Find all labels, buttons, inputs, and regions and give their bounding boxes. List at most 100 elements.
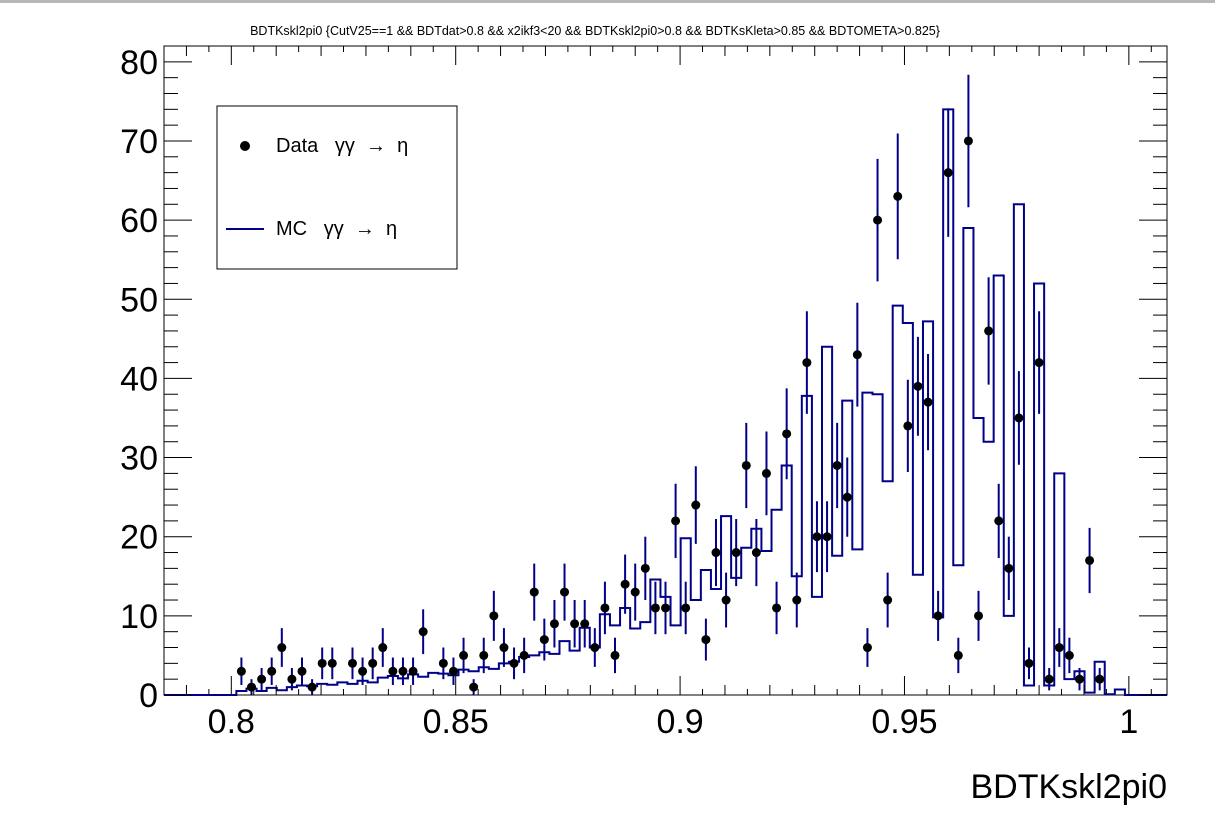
data-marker [903,421,913,431]
data-marker [802,358,812,368]
data-point [832,422,842,509]
data-point [570,600,580,648]
data-marker [691,500,701,510]
data-point [782,388,792,480]
data-point [873,158,883,282]
data-point [620,554,630,614]
data-marker [953,650,963,660]
data-point [257,667,267,691]
data-point [267,657,277,685]
data-point [701,618,711,661]
data-point [509,647,519,680]
data-point [671,483,681,559]
data-point [681,581,691,635]
mc-histogram-line [164,108,1167,696]
data-point [358,657,368,685]
data-point [539,618,549,661]
data-point [499,628,509,667]
data-point [277,628,287,667]
data-point [953,637,963,674]
data-marker [1085,555,1095,565]
legend: Data γγ → η MC γγ → η [216,105,458,270]
data-marker [782,429,792,439]
data-point [327,647,337,680]
data-marker [984,326,994,336]
data-marker [489,611,499,621]
data-marker [792,595,802,605]
y-tick-label: 30 [120,440,158,478]
data-point [459,637,469,674]
data-marker [721,595,731,605]
data-point [1064,637,1074,674]
data-point [378,628,388,667]
data-point [469,679,479,695]
legend-box [216,105,458,270]
data-point [408,657,418,685]
data-marker [236,666,246,676]
y-tick-label: 0 [139,677,158,715]
data-marker [1054,643,1064,653]
data-marker [418,627,428,637]
data-marker [277,643,287,653]
data-point [913,336,923,436]
data-marker [963,136,973,146]
data-marker [1034,358,1044,368]
data-marker [408,666,418,676]
legend-mc-label: MC γγ → η [276,218,397,240]
y-tick-label: 50 [120,281,158,319]
y-tick-label: 10 [120,598,158,636]
data-point [802,311,812,414]
data-marker [852,350,862,360]
data-marker [459,650,469,660]
data-point [418,609,428,655]
data-marker [832,460,842,470]
data-point [519,637,529,674]
data-marker [307,682,317,692]
data-marker [974,611,984,621]
data-marker [822,532,832,542]
data-point [549,600,559,648]
data-point [438,647,448,680]
data-marker [701,635,711,645]
data-marker [398,666,408,676]
data-point [741,422,751,509]
data-point [1044,667,1054,691]
data-point [792,572,802,628]
data-point [923,354,933,451]
data-marker [347,658,357,668]
data-point [630,563,640,621]
data-point [761,431,771,516]
data-point [984,277,994,385]
data-point [1004,536,1014,601]
data-point [883,572,893,628]
data-marker [943,168,953,178]
data-point [1095,667,1105,691]
data-point [994,483,1004,559]
data-point [812,501,822,573]
data-marker [378,643,388,653]
data-marker [772,603,782,613]
plot-frame [163,45,1168,696]
data-marker [741,460,751,470]
data-marker [247,682,257,692]
chart-title: BDTKskl2pi0 {CutV25==1 && BDTdat>0.8 && … [250,24,940,38]
data-marker [560,587,570,597]
data-marker [549,619,559,629]
data-marker [529,587,539,597]
data-point [479,637,489,674]
data-point [751,518,761,587]
data-marker [1095,674,1105,684]
data-marker [600,603,610,613]
y-tick-label: 70 [120,123,158,161]
data-marker [469,682,479,692]
data-marker [650,603,660,613]
data-marker [893,191,903,201]
data-point [943,108,953,237]
data-marker [610,650,620,660]
data-marker [761,468,771,478]
data-marker [1024,658,1034,668]
data-point [691,466,701,544]
data-marker [368,658,378,668]
